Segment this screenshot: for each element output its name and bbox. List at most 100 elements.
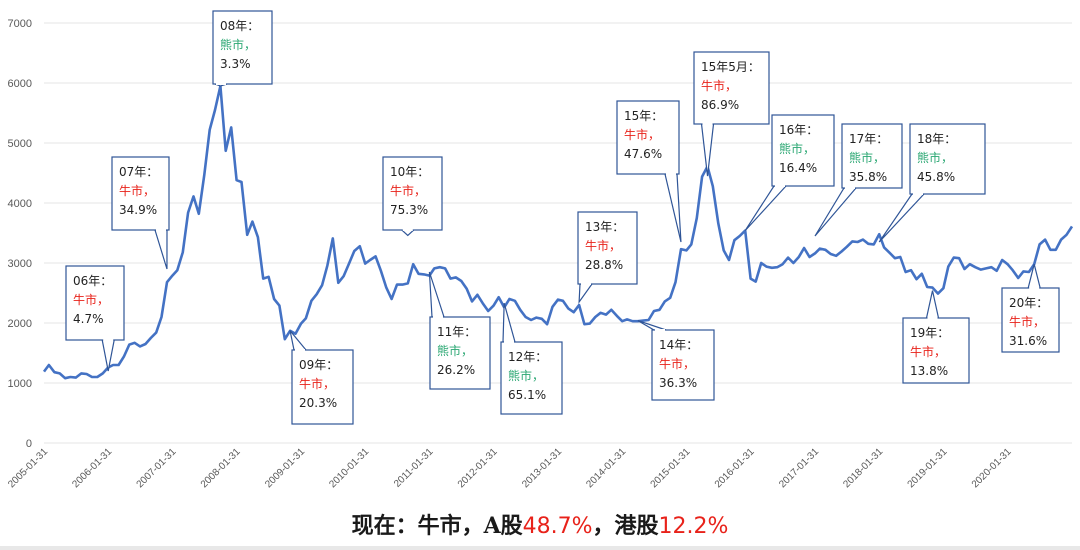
x-axis-ticks: 2005-01-31 2006-01-31 2007-01-31 2008-01-31… — [6, 446, 1014, 490]
x-tick-label: 2007-01-31 — [135, 446, 179, 490]
y-tick-label: 7000 — [8, 18, 32, 30]
callout-box — [429, 316, 491, 390]
callout-box — [577, 211, 638, 285]
callout-box — [111, 156, 170, 231]
callout-box — [841, 123, 903, 189]
callout-year: 15年： — [624, 109, 663, 123]
callout-status: 牛市， — [73, 292, 109, 307]
callout-status: 熊市， — [437, 343, 473, 358]
x-tick-label: 2009-01-31 — [263, 446, 307, 490]
callout-year: 19年： — [910, 326, 949, 340]
callout-pct: 75.3% — [390, 203, 428, 217]
callout: 19年： 牛市， 13.8% — [902, 290, 970, 384]
y-tick-label: 4000 — [8, 198, 32, 210]
callout-pct: 86.9% — [701, 98, 739, 112]
callout-status: 熊市， — [220, 37, 256, 52]
callout-pct: 45.8% — [917, 170, 955, 184]
callout: 13年： 牛市， 28.8% — [577, 211, 638, 305]
callout-year: 18年： — [917, 132, 956, 146]
callout: 11年： 熊市， 26.2% — [428, 271, 491, 390]
callout-box — [909, 123, 986, 195]
x-tick-label: 2006-01-31 — [70, 446, 114, 490]
market-line-chart: 0 1000 2000 3000 4000 5000 6000 7000 2005-01-31… — [6, 10, 1074, 490]
y-tick-label: 0 — [26, 438, 32, 450]
callout-pointer — [289, 330, 308, 351]
callout-year: 06年： — [73, 274, 112, 288]
callout-status: 牛市， — [299, 376, 335, 391]
callout: 06年： 牛市， 4.7% — [65, 265, 125, 372]
hk-share-pct: 12.2% — [658, 514, 729, 539]
callout-status: 牛市， — [659, 356, 695, 371]
callout-pct: 65.1% — [508, 388, 546, 402]
callout-year: 07年： — [119, 165, 158, 179]
callout-status: 熊市， — [779, 141, 815, 156]
callout-pointer — [814, 187, 858, 237]
callout-pct: 3.3% — [220, 57, 251, 71]
callout: 14年： 牛市， 36.3% — [637, 320, 715, 401]
series-line — [42, 84, 1074, 380]
callout-status: 熊市， — [849, 150, 885, 165]
x-tick-label: 2018-01-31 — [841, 446, 885, 490]
callout-year: 11年： — [437, 325, 476, 339]
callout-year: 08年： — [220, 19, 259, 33]
callout-pointer — [878, 193, 926, 243]
x-tick-label: 2011-01-31 — [392, 446, 436, 490]
callout-pointer — [428, 271, 445, 318]
callout-box — [65, 265, 125, 341]
callout-pct: 34.9% — [119, 203, 157, 217]
callout: 20年： 牛市， 31.6% — [1001, 264, 1060, 353]
a-share-pct: 48.7% — [522, 514, 593, 539]
y-tick-label: 6000 — [8, 78, 32, 90]
x-tick-label: 2013-01-31 — [520, 446, 564, 490]
y-axis-ticks: 0 1000 2000 3000 4000 5000 6000 7000 — [8, 18, 32, 450]
callout-year: 09年： — [299, 358, 338, 372]
x-tick-label: 2005-01-31 — [6, 446, 50, 490]
callout-box — [693, 51, 770, 125]
callout-pct: 4.7% — [73, 312, 104, 326]
y-tick-label: 2000 — [8, 318, 32, 330]
callout-pct: 16.4% — [779, 161, 817, 175]
annotations: 06年： 牛市， 4.7% 07年： 牛市， 34.9% 08年： 熊市， 3.3% 09年： 牛市… — [65, 10, 1060, 425]
y-tick-label: 3000 — [8, 258, 32, 270]
callout-box — [212, 10, 273, 85]
x-tick-label: 2010-01-31 — [327, 446, 371, 490]
x-tick-label: 2015-01-31 — [649, 446, 693, 490]
callout-pointer — [744, 185, 788, 232]
x-tick-label: 2017-01-31 — [777, 446, 821, 490]
callout-year: 12年： — [508, 350, 547, 364]
x-tick-label: 2012-01-31 — [456, 446, 500, 490]
callout-pointer — [637, 320, 667, 331]
x-tick-label: 2016-01-31 — [713, 446, 757, 490]
x-tick-label: 2008-01-31 — [199, 446, 243, 490]
callout: 15年5月： 牛市， 86.9% — [693, 51, 770, 177]
callout-year: 14年： — [659, 338, 698, 352]
callout: 18年： 熊市， 45.8% — [878, 123, 986, 243]
callout-box — [500, 341, 563, 415]
callout: 08年： 熊市， 3.3% — [212, 10, 273, 87]
summary-prefix: 现在：牛市，A股 — [351, 513, 523, 539]
callout-status: 牛市， — [624, 127, 660, 142]
callout-pointer — [700, 123, 715, 177]
callout-status: 熊市， — [917, 150, 953, 165]
y-tick-label: 1000 — [8, 378, 32, 390]
callout-pct: 26.2% — [437, 363, 475, 377]
callout-year: 15年5月： — [701, 60, 760, 74]
index-series — [42, 84, 1074, 380]
callout-pointer — [925, 290, 940, 319]
callout-year: 10年： — [390, 165, 429, 179]
callout-year: 17年： — [849, 132, 888, 146]
y-tick-label: 5000 — [8, 138, 32, 150]
x-tick-label: 2014-01-31 — [584, 446, 628, 490]
callout-status: 牛市， — [910, 344, 946, 359]
callout-status: 熊市， — [508, 368, 544, 383]
callout-box — [291, 349, 354, 425]
callout-status: 牛市， — [119, 183, 155, 198]
callout-box — [651, 329, 715, 401]
callout-pointer — [578, 283, 594, 305]
callout-box — [771, 114, 835, 187]
callout: 07年： 牛市， 34.9% — [111, 156, 170, 270]
callout-box — [1001, 287, 1060, 353]
current-status-summary: 现在：牛市，A股48.7%，港股12.2% — [0, 508, 1080, 540]
callout: 12年： 熊市， 65.1% — [500, 303, 563, 415]
callout: 09年： 牛市， 20.3% — [289, 330, 354, 425]
